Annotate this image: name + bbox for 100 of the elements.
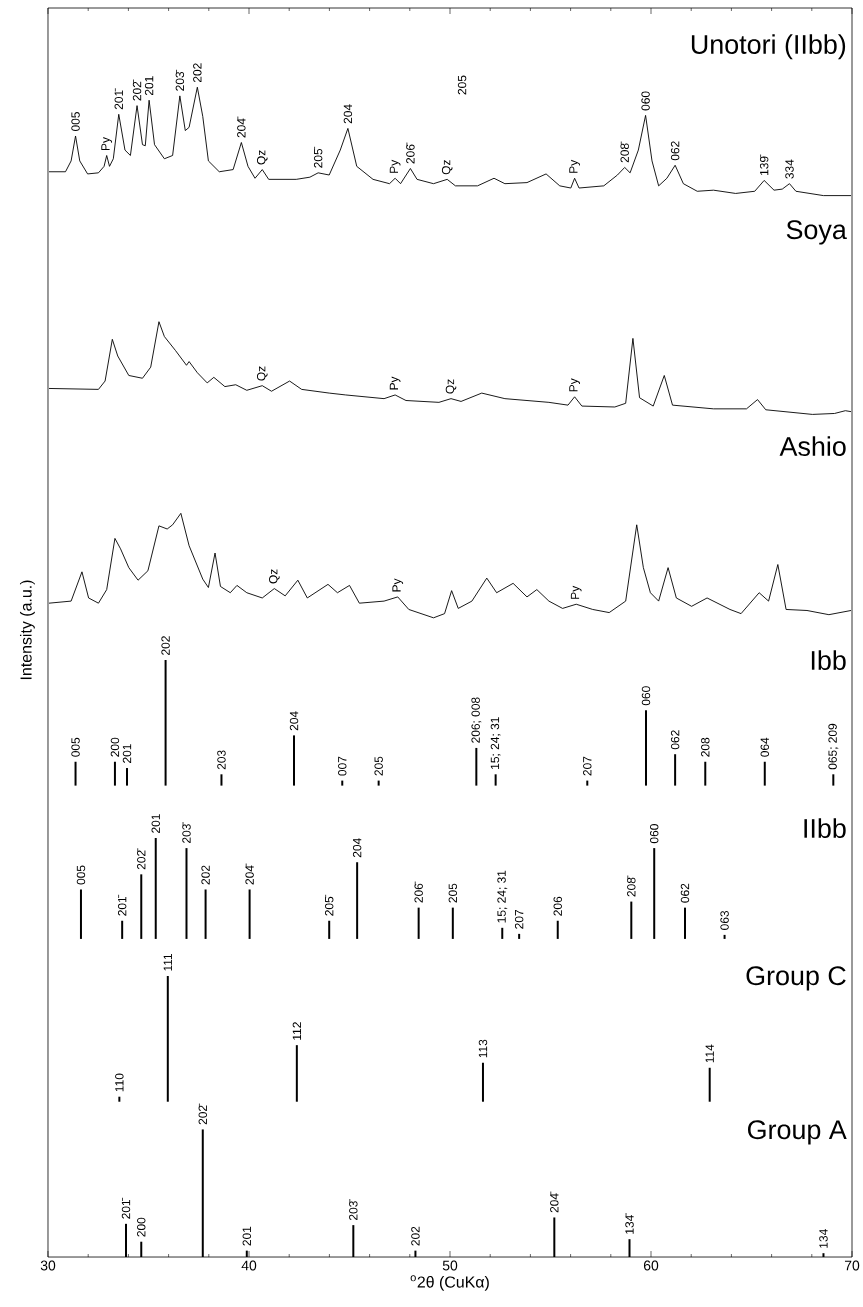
annotation: 114	[705, 1044, 714, 1063]
annotation: 060	[641, 686, 651, 706]
bar	[494, 774, 497, 786]
annotation: 005	[71, 112, 80, 132]
annotation: 062	[670, 730, 680, 750]
bar	[204, 889, 207, 939]
annotation: 065; 209	[828, 723, 839, 770]
bar	[832, 774, 835, 786]
annotation: 334	[785, 159, 794, 179]
bar	[74, 761, 77, 786]
bar	[704, 761, 707, 786]
bar	[475, 747, 478, 786]
annotation: 007	[338, 756, 347, 776]
annotation: 207	[514, 910, 524, 929]
annotation: 203	[217, 750, 226, 770]
annotation: 205	[374, 756, 383, 776]
bar	[185, 848, 188, 939]
annotation: Py	[569, 378, 580, 392]
annotation: 206̄	[414, 881, 423, 903]
x-axis-title: $^{o}$2θ (CuKα)	[410, 1275, 489, 1291]
bar	[481, 1062, 484, 1102]
annotation: 202̄	[198, 1103, 207, 1125]
bar	[341, 780, 344, 786]
annotation: 204̄	[245, 863, 254, 885]
annotation: 139̄	[759, 154, 769, 176]
annotation: 203̄	[349, 1199, 358, 1221]
annotation: Qz	[269, 569, 280, 584]
bar	[644, 710, 647, 786]
annotation: Qz	[445, 379, 457, 394]
x-tick-label: 70	[844, 1260, 860, 1271]
annotation: 208̄	[620, 141, 629, 163]
annotation: 204	[352, 838, 362, 858]
annotation: 208̄	[627, 875, 636, 897]
bar	[630, 901, 633, 939]
annotation: 113	[478, 1039, 488, 1058]
annotation: 202	[201, 865, 210, 885]
annotation: Py	[569, 159, 580, 173]
annotation: 204	[343, 104, 353, 124]
bar	[586, 780, 589, 786]
annotation: 005	[76, 865, 86, 885]
annotation: 202	[411, 1226, 420, 1246]
annotation: 063	[720, 910, 729, 930]
bar	[293, 735, 295, 786]
annotation: Qz	[256, 150, 268, 165]
annotation: Qz	[441, 160, 453, 175]
annotation: 201	[151, 814, 160, 833]
annotation: 15; 24; 31	[490, 717, 501, 769]
annotation: Py	[389, 376, 401, 390]
annotation: 201̄	[114, 88, 123, 110]
annotation: 005	[71, 737, 80, 757]
annotation: 062	[680, 883, 690, 903]
annotation: 201̄	[121, 1197, 131, 1219]
annotation: 202̄	[132, 79, 142, 101]
annotation: 200	[110, 737, 120, 757]
bar	[683, 907, 686, 939]
annotation: 112	[292, 1022, 301, 1040]
annotation: Py	[389, 159, 401, 173]
chart-title: Ibb	[811, 650, 846, 670]
chart-title: Group C	[746, 966, 846, 991]
bar	[501, 927, 504, 939]
annotation: 206; 008	[471, 697, 482, 743]
bar	[125, 768, 128, 786]
annotation: 204	[289, 711, 299, 731]
annotation: 060	[649, 824, 659, 844]
annotation: 204̄	[550, 1191, 559, 1213]
bar	[556, 920, 559, 939]
chart-title: Soya	[786, 220, 847, 245]
annotation: 203̄	[175, 69, 185, 91]
annotation: 205̄	[324, 894, 334, 916]
annotation: 111	[163, 953, 172, 971]
bar	[328, 920, 331, 939]
bar	[723, 934, 726, 939]
annotation: 064	[760, 737, 769, 757]
bar	[417, 907, 420, 939]
bar	[118, 1096, 121, 1102]
annotation: 202	[193, 63, 202, 83]
annotation: Py	[101, 137, 113, 151]
annotation: 060	[641, 91, 650, 111]
annotation: 201	[242, 1226, 251, 1246]
annotation: 201	[144, 76, 154, 96]
annotation: 207	[583, 756, 592, 776]
bar	[113, 761, 116, 786]
annotation: 134	[819, 1229, 828, 1248]
annotation: Py	[570, 585, 582, 599]
annotation: 202̄	[137, 848, 146, 870]
annotation: 205	[457, 75, 467, 95]
bar	[248, 889, 251, 939]
annotation: 203̄	[182, 822, 191, 844]
annotation: 200	[137, 1217, 146, 1237]
chart-title: Unotori (IIbb)	[691, 34, 846, 60]
annotation: 15; 24; 31	[497, 870, 508, 923]
annotation: 201̄	[117, 894, 127, 916]
bar	[674, 754, 677, 786]
y-axis-title: Intensity (a.u.)	[19, 580, 35, 680]
bar	[377, 780, 380, 786]
x-tick-label: 30	[40, 1260, 56, 1271]
annotation: 205	[448, 883, 458, 903]
bar	[653, 848, 656, 939]
bar	[79, 889, 82, 939]
bar	[356, 862, 359, 939]
